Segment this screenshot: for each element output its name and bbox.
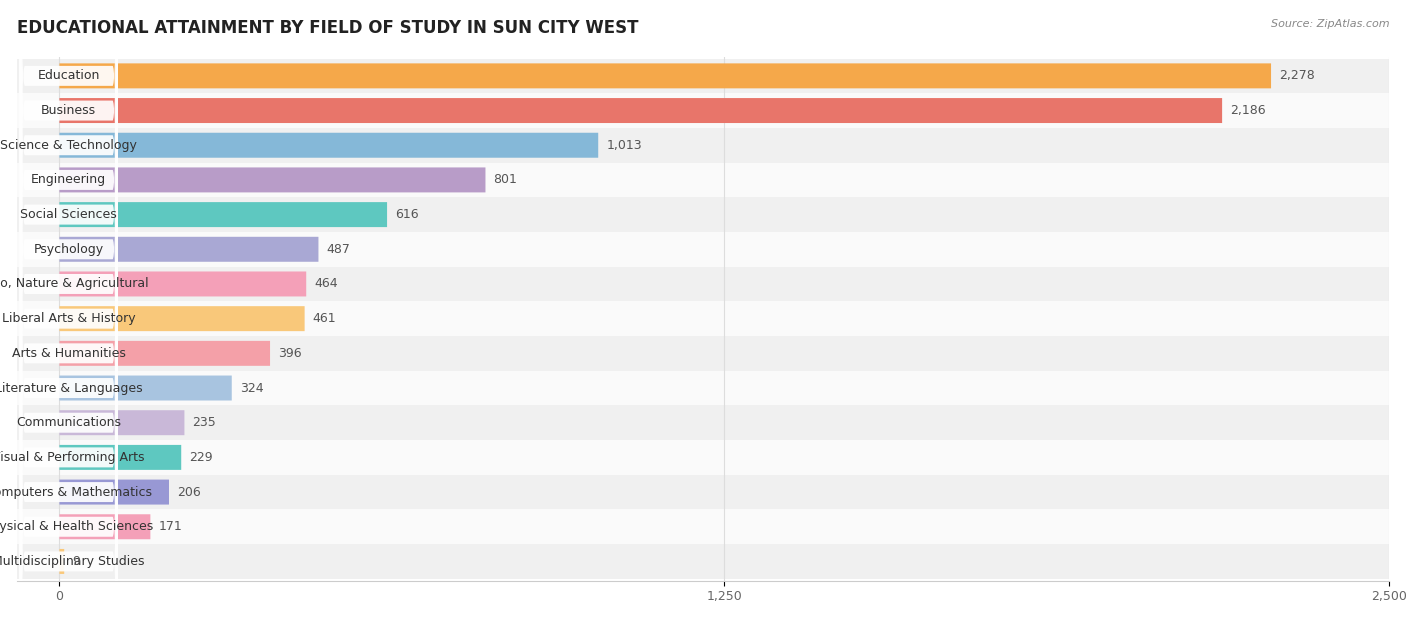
FancyBboxPatch shape xyxy=(59,98,1222,123)
FancyBboxPatch shape xyxy=(20,121,118,631)
Text: 324: 324 xyxy=(240,382,263,394)
FancyBboxPatch shape xyxy=(59,514,150,540)
FancyBboxPatch shape xyxy=(59,202,387,227)
Text: 616: 616 xyxy=(395,208,419,221)
Text: Education: Education xyxy=(38,69,100,83)
FancyBboxPatch shape xyxy=(17,336,1389,370)
Text: 461: 461 xyxy=(312,312,336,325)
FancyBboxPatch shape xyxy=(20,0,118,447)
Text: Business: Business xyxy=(41,104,96,117)
FancyBboxPatch shape xyxy=(17,440,1389,475)
FancyBboxPatch shape xyxy=(20,225,118,631)
Text: 229: 229 xyxy=(190,451,212,464)
FancyBboxPatch shape xyxy=(59,271,307,297)
Text: 2,278: 2,278 xyxy=(1279,69,1315,83)
FancyBboxPatch shape xyxy=(17,163,1389,198)
FancyBboxPatch shape xyxy=(59,63,1271,88)
Text: Liberal Arts & History: Liberal Arts & History xyxy=(1,312,135,325)
Text: Physical & Health Sciences: Physical & Health Sciences xyxy=(0,521,153,533)
FancyBboxPatch shape xyxy=(20,0,118,413)
Text: 171: 171 xyxy=(159,521,183,533)
FancyBboxPatch shape xyxy=(17,509,1389,544)
Text: 801: 801 xyxy=(494,174,517,186)
Text: 464: 464 xyxy=(314,278,337,290)
Text: 487: 487 xyxy=(326,243,350,256)
Text: 235: 235 xyxy=(193,416,217,429)
FancyBboxPatch shape xyxy=(59,549,65,574)
FancyBboxPatch shape xyxy=(17,232,1389,267)
Text: Social Sciences: Social Sciences xyxy=(20,208,117,221)
Text: Computers & Mathematics: Computers & Mathematics xyxy=(0,486,152,498)
FancyBboxPatch shape xyxy=(20,16,118,631)
FancyBboxPatch shape xyxy=(20,0,118,551)
FancyBboxPatch shape xyxy=(17,302,1389,336)
Text: EDUCATIONAL ATTAINMENT BY FIELD OF STUDY IN SUN CITY WEST: EDUCATIONAL ATTAINMENT BY FIELD OF STUDY… xyxy=(17,19,638,37)
FancyBboxPatch shape xyxy=(20,0,118,482)
Text: Bio, Nature & Agricultural: Bio, Nature & Agricultural xyxy=(0,278,149,290)
Text: 396: 396 xyxy=(278,347,302,360)
FancyBboxPatch shape xyxy=(17,93,1389,128)
FancyBboxPatch shape xyxy=(20,86,118,631)
Text: Communications: Communications xyxy=(17,416,121,429)
FancyBboxPatch shape xyxy=(17,267,1389,302)
FancyBboxPatch shape xyxy=(17,128,1389,163)
Text: Science & Technology: Science & Technology xyxy=(0,139,138,151)
Text: Multidisciplinary Studies: Multidisciplinary Studies xyxy=(0,555,145,568)
Text: 206: 206 xyxy=(177,486,201,498)
FancyBboxPatch shape xyxy=(17,370,1389,405)
FancyBboxPatch shape xyxy=(59,133,598,158)
FancyBboxPatch shape xyxy=(20,0,118,621)
Text: Visual & Performing Arts: Visual & Performing Arts xyxy=(0,451,145,464)
FancyBboxPatch shape xyxy=(20,0,118,517)
FancyBboxPatch shape xyxy=(20,0,118,586)
FancyBboxPatch shape xyxy=(59,306,305,331)
FancyBboxPatch shape xyxy=(17,475,1389,509)
Text: Literature & Languages: Literature & Languages xyxy=(0,382,142,394)
FancyBboxPatch shape xyxy=(59,445,181,470)
FancyBboxPatch shape xyxy=(59,480,169,505)
FancyBboxPatch shape xyxy=(20,190,118,631)
FancyBboxPatch shape xyxy=(59,341,270,366)
FancyBboxPatch shape xyxy=(20,155,118,631)
FancyBboxPatch shape xyxy=(59,375,232,401)
Text: 1,013: 1,013 xyxy=(606,139,641,151)
FancyBboxPatch shape xyxy=(17,405,1389,440)
FancyBboxPatch shape xyxy=(17,59,1389,93)
FancyBboxPatch shape xyxy=(17,544,1389,579)
Text: 9: 9 xyxy=(72,555,80,568)
Text: Source: ZipAtlas.com: Source: ZipAtlas.com xyxy=(1271,19,1389,29)
FancyBboxPatch shape xyxy=(59,410,184,435)
Text: Arts & Humanities: Arts & Humanities xyxy=(11,347,125,360)
Text: Engineering: Engineering xyxy=(31,174,107,186)
FancyBboxPatch shape xyxy=(59,167,485,192)
Text: Psychology: Psychology xyxy=(34,243,104,256)
Text: 2,186: 2,186 xyxy=(1230,104,1265,117)
FancyBboxPatch shape xyxy=(20,0,118,631)
FancyBboxPatch shape xyxy=(20,51,118,631)
FancyBboxPatch shape xyxy=(17,198,1389,232)
FancyBboxPatch shape xyxy=(59,237,318,262)
